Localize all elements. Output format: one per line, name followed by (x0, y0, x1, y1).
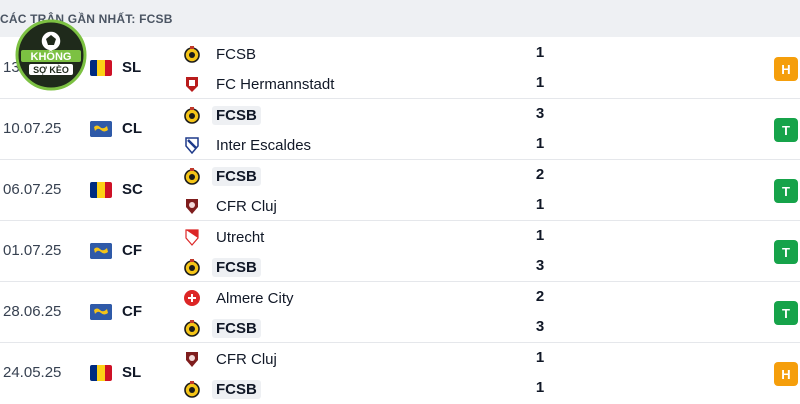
cfr-cluj-crest-icon (182, 349, 202, 369)
fcsb-crest-icon (182, 318, 202, 338)
score-away: 3 (535, 257, 545, 274)
match-row[interactable]: 06.07.25 SC FCSB CFR Cluj 2 1 T (0, 160, 800, 221)
team-name: FCSB (212, 257, 261, 277)
team-name: FCSB (216, 45, 257, 63)
match-row[interactable]: 28.06.25 CF Almere City FCSB 2 3 T (0, 282, 800, 343)
team-home: FCSB (182, 104, 261, 126)
section-header: CÁC TRẬN GẦN NHẤT: FCSB (0, 0, 800, 37)
result-badge: T (774, 118, 798, 142)
match-date: 10.07.25 (3, 120, 62, 137)
romania-flag-icon (90, 365, 112, 381)
team-name: CFR Cluj (216, 197, 277, 215)
match-row[interactable]: 13. SL FCSB FC Hermannstadt 1 1 H (0, 38, 800, 99)
match-list: 13. SL FCSB FC Hermannstadt 1 1 H 10.07.… (0, 38, 800, 404)
score-home: 3 (535, 105, 545, 122)
team-name: Almere City (216, 289, 294, 307)
team-home: FCSB (182, 165, 261, 187)
score-home: 2 (535, 288, 545, 305)
competition-code: SL (122, 59, 142, 76)
result-badge: H (774, 362, 798, 386)
team-name: FCSB (212, 318, 261, 338)
competition-code: SC (122, 181, 143, 198)
score-away: 1 (535, 74, 545, 91)
europe-flag-icon (90, 121, 112, 137)
score-away: 1 (535, 135, 545, 152)
team-away: FCSB (182, 317, 261, 339)
team-name: Utrecht (216, 228, 265, 246)
result-badge: T (774, 240, 798, 264)
team-away: CFR Cluj (182, 195, 281, 217)
team-name: CFR Cluj (216, 350, 277, 368)
utrecht-crest-icon (182, 227, 202, 247)
result-badge: H (774, 57, 798, 81)
almere-city-crest-icon (182, 288, 202, 308)
competition-code: CF (122, 303, 142, 320)
score-home: 1 (535, 44, 545, 61)
cfr-cluj-crest-icon (182, 196, 202, 216)
result-badge: T (774, 301, 798, 325)
score-away: 3 (535, 318, 545, 335)
team-away: Inter Escaldes (182, 134, 315, 156)
europe-flag-icon (90, 304, 112, 320)
match-row[interactable]: 10.07.25 CL FCSB Inter Escaldes 3 1 T (0, 99, 800, 160)
team-name: FC Hermannstadt (216, 75, 335, 93)
fcsb-crest-icon (182, 166, 202, 186)
svg-text:KHÔNG: KHÔNG (31, 50, 72, 63)
score-away: 1 (535, 196, 545, 213)
romania-flag-icon (90, 60, 112, 76)
team-home: FCSB (182, 43, 260, 65)
competition-code: CF (122, 242, 142, 259)
competition-code: SL (122, 364, 142, 381)
team-name: FCSB (212, 105, 261, 125)
team-home: Almere City (182, 287, 298, 309)
hermannstadt-crest-icon (182, 74, 202, 94)
team-home: Utrecht (182, 226, 268, 248)
match-date: 06.07.25 (3, 181, 62, 198)
fcsb-crest-icon (182, 44, 202, 64)
europe-flag-icon (90, 243, 112, 259)
team-home: CFR Cluj (182, 348, 281, 370)
result-badge: T (774, 179, 798, 203)
score-home: 2 (535, 166, 545, 183)
score-home: 1 (535, 349, 545, 366)
team-name: FCSB (212, 379, 261, 399)
team-name: Inter Escaldes (216, 136, 312, 154)
romania-flag-icon (90, 182, 112, 198)
score-home: 1 (535, 227, 545, 244)
inter-escaldes-crest-icon (182, 135, 202, 155)
match-date: 24.05.25 (3, 364, 62, 381)
match-row[interactable]: 01.07.25 CF Utrecht FCSB 1 3 T (0, 221, 800, 282)
team-away: FCSB (182, 378, 261, 400)
fcsb-crest-icon (182, 379, 202, 399)
khong-so-keo-logo: KHÔNG SỢ KÈO (15, 19, 87, 91)
team-away: FCSB (182, 256, 261, 278)
fcsb-crest-icon (182, 257, 202, 277)
competition-code: CL (122, 120, 142, 137)
match-date: 01.07.25 (3, 242, 62, 259)
match-date: 28.06.25 (3, 303, 62, 320)
team-away: FC Hermannstadt (182, 73, 338, 95)
fcsb-crest-icon (182, 105, 202, 125)
team-name: FCSB (212, 166, 261, 186)
match-row[interactable]: 24.05.25 SL CFR Cluj FCSB 1 1 H (0, 343, 800, 404)
svg-text:SỢ KÈO: SỢ KÈO (33, 65, 69, 75)
score-away: 1 (535, 379, 545, 396)
